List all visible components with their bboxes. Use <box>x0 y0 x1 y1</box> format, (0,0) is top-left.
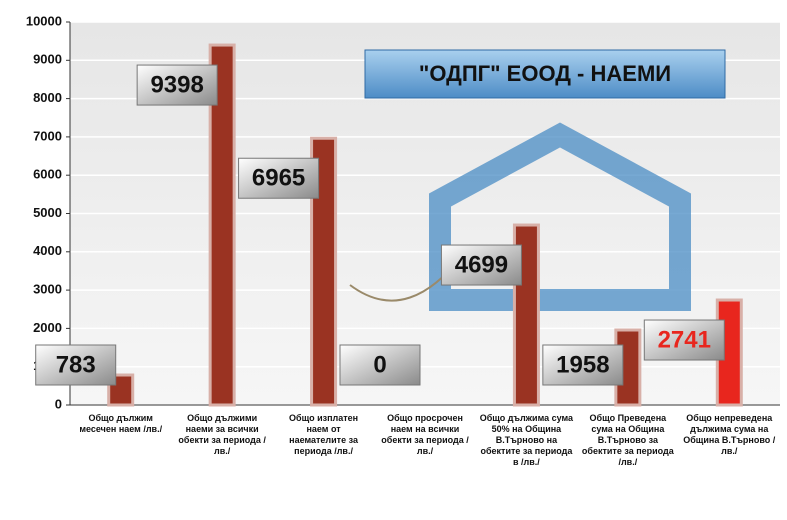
data-label: 9398 <box>150 71 203 98</box>
x-tick-label: Общо изплатен наем от наемателите за пер… <box>289 413 359 456</box>
y-tick-label: 6000 <box>33 167 62 182</box>
data-label: 4699 <box>455 251 508 278</box>
label-box <box>35 344 117 386</box>
y-tick-label: 7000 <box>33 128 62 143</box>
y-tick-label: 9000 <box>33 52 62 67</box>
y-tick-label: 8000 <box>33 90 62 105</box>
y-tick-label: 10000 <box>26 13 62 28</box>
y-tick-label: 0 <box>55 396 62 411</box>
title-box <box>364 49 726 99</box>
data-label: 2741 <box>658 326 711 353</box>
y-tick-label: 5000 <box>33 205 62 220</box>
x-tick-label: Общо Преведена сума на Община В.Търново … <box>581 413 674 467</box>
y-tick-label: 4000 <box>33 243 62 258</box>
data-label: 1958 <box>556 351 609 378</box>
house-icon <box>429 122 691 311</box>
x-tick-label: Общо дължима сума 50% на Община В.Търнов… <box>479 413 574 467</box>
y-tick-label: 3000 <box>33 282 62 297</box>
label-box <box>339 344 421 386</box>
label-box <box>643 319 725 361</box>
data-label: 0 <box>373 351 386 378</box>
label-box <box>136 64 218 106</box>
data-label: 6965 <box>252 165 305 192</box>
x-tick-label: Общо дължими наеми за всички обекти за п… <box>178 413 266 456</box>
x-tick-label: Общо дължим месечен наем /лв./ <box>79 413 163 434</box>
data-label: 783 <box>56 351 96 378</box>
x-tick-label: Общо просрочен наем на всички обекти за … <box>381 413 469 456</box>
chart-title: "ОДПГ" ЕООД - НАЕМИ <box>419 61 671 86</box>
label-box <box>238 157 320 199</box>
x-tick-label: Общо непреведена дължима сума на Община … <box>683 413 776 456</box>
y-tick-label: 2000 <box>33 320 62 335</box>
label-box <box>440 244 522 286</box>
label-box <box>542 344 624 386</box>
